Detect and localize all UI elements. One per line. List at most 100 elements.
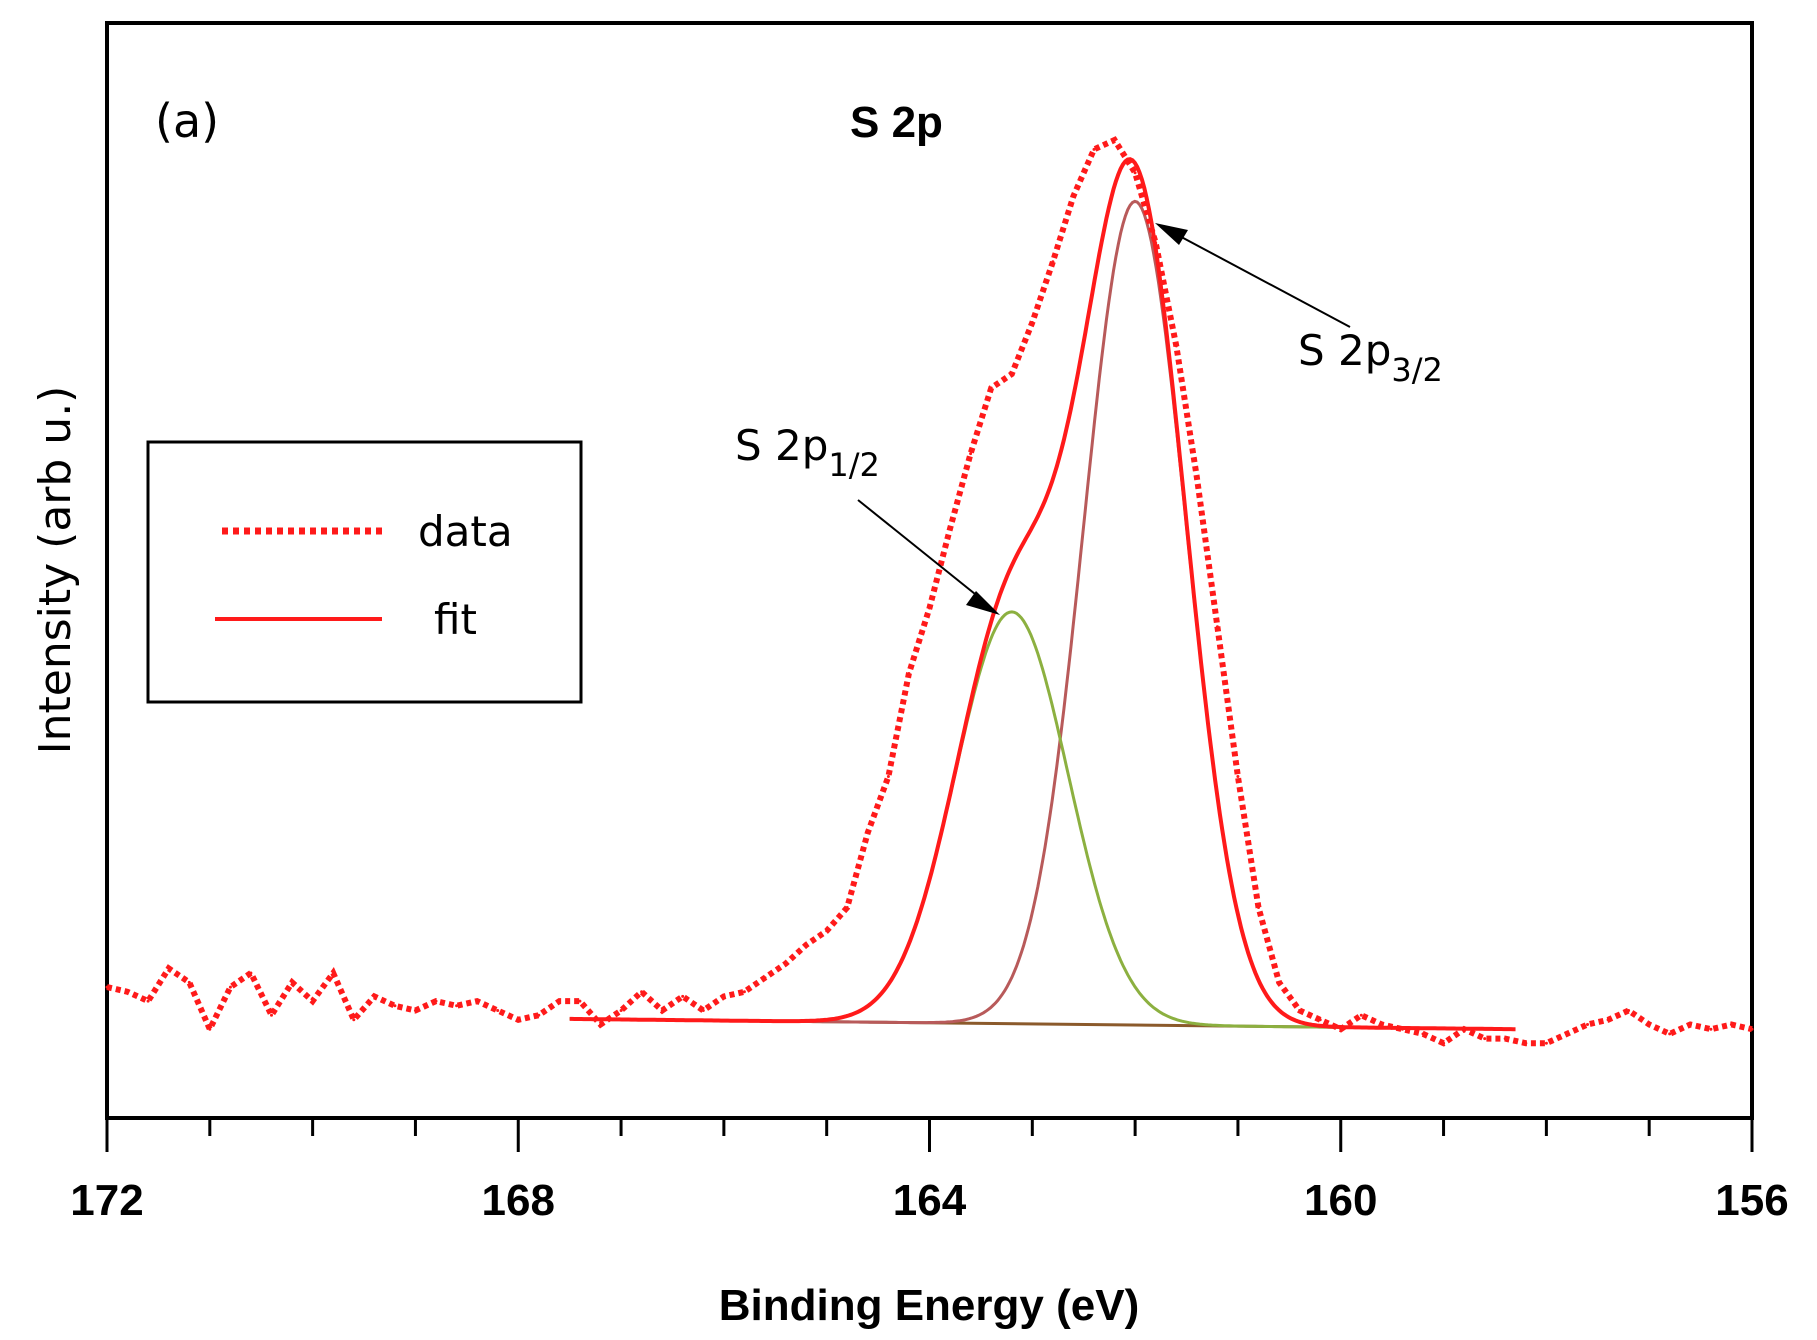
data-point [886,775,890,778]
data-point [619,1009,623,1012]
x-axis-ticks [105,1118,1754,1152]
data-point [701,1009,705,1012]
data-point [1586,1023,1589,1026]
x-tick-label: 172 [70,1176,143,1225]
data-point [1503,1037,1507,1041]
data-point [1606,1018,1610,1022]
legend-box [146,440,583,704]
legend: data fit [146,440,583,704]
data-point [434,999,438,1003]
annotation-s2p32-arrow [1171,231,1351,328]
data-point [1668,1032,1672,1036]
annotation-s2p12-arrowhead [966,591,1000,615]
data-point [1010,372,1014,376]
data-point [989,386,993,390]
legend-label-fit: fit [434,595,477,644]
data-point [1729,1023,1733,1026]
data-point [578,999,582,1003]
x-tick-label: 156 [1715,1176,1788,1225]
panel-label: (a) [155,94,219,148]
x-axis-title: Binding Energy (eV) [719,1281,1139,1330]
data-point [640,990,644,994]
data-point [1051,260,1055,264]
annotation-s2p12-arrow [857,499,986,603]
data-point [1442,1041,1446,1045]
data-point [1318,1018,1322,1022]
x-axis-tick-labels: 172 168 164 160 156 [70,1176,1788,1225]
data-point [907,672,911,675]
data-point [1544,1041,1548,1045]
data-point [681,994,685,998]
data-point [1236,775,1240,778]
data-point [948,526,952,530]
data-point [599,1023,602,1026]
data-point [1298,1009,1302,1012]
data-point [352,1018,356,1022]
data-point [1277,980,1281,984]
annotation-s2p32-arrowhead [1155,223,1188,245]
fit-line [569,157,1516,1032]
data-point [1133,171,1137,175]
data-point [516,1018,520,1022]
data-point [722,994,726,998]
data-point [1257,906,1260,909]
data-point [1030,321,1034,324]
data-point [1174,344,1178,348]
data-point [763,976,767,980]
chart-title: S 2p [850,98,943,147]
annotation-s2p12-main: S 2p [735,421,828,470]
data-point [372,994,376,998]
data-point [825,929,829,933]
data-point [270,1013,273,1017]
annotation-s2p32-main: S 2p [1298,326,1391,375]
data-point [557,999,561,1003]
data-point [496,1009,500,1012]
data-point [1215,625,1219,629]
data-point [1113,138,1117,142]
plot-content [105,136,1754,1047]
data-point [1195,475,1199,479]
data-point [208,1027,212,1031]
data-point [475,999,479,1003]
x-tick-label: 168 [482,1176,555,1225]
svg-text:S 2p1/2: S 2p1/2 [735,421,880,484]
data-point [1709,1027,1713,1031]
data-point [413,1009,417,1012]
data-point [1627,1009,1631,1012]
data-point [1483,1037,1487,1041]
data-point [1524,1041,1528,1045]
annotation-s2p12: S 2p1/2 [735,421,1000,615]
y-axis-title: Intensity (arb u.) [30,386,81,755]
data-point [845,906,849,909]
data-point [1092,147,1096,151]
data-point [660,1009,664,1012]
data-point [455,1004,459,1008]
data-point [393,1004,397,1008]
data-point [187,980,191,984]
peak-s2p12-line [569,610,1516,1031]
data-point [969,452,973,456]
data-point [1462,1027,1466,1031]
data-point [804,943,808,947]
data-point [1688,1023,1692,1026]
data-point [928,606,931,610]
data-point [742,990,746,994]
data-point [126,990,130,994]
data-point [1154,241,1158,245]
data-point [228,985,232,989]
data-point [1750,1027,1754,1031]
annotation-s2p32: S 2p3/2 [1155,223,1443,389]
data-point [1380,1023,1384,1026]
x-tick-label: 160 [1304,1176,1377,1225]
annotation-s2p12-sub: 1/2 [828,446,880,484]
data-point [105,985,109,989]
data-point [537,1013,541,1017]
svg-text:S 2p3/2: S 2p3/2 [1298,326,1443,389]
data-point [1071,194,1075,198]
data-point [866,831,870,835]
data-point [1647,1023,1651,1026]
data-point [249,971,253,975]
data-point [1565,1032,1569,1036]
data-point [1400,1027,1404,1031]
data-point [311,999,315,1003]
